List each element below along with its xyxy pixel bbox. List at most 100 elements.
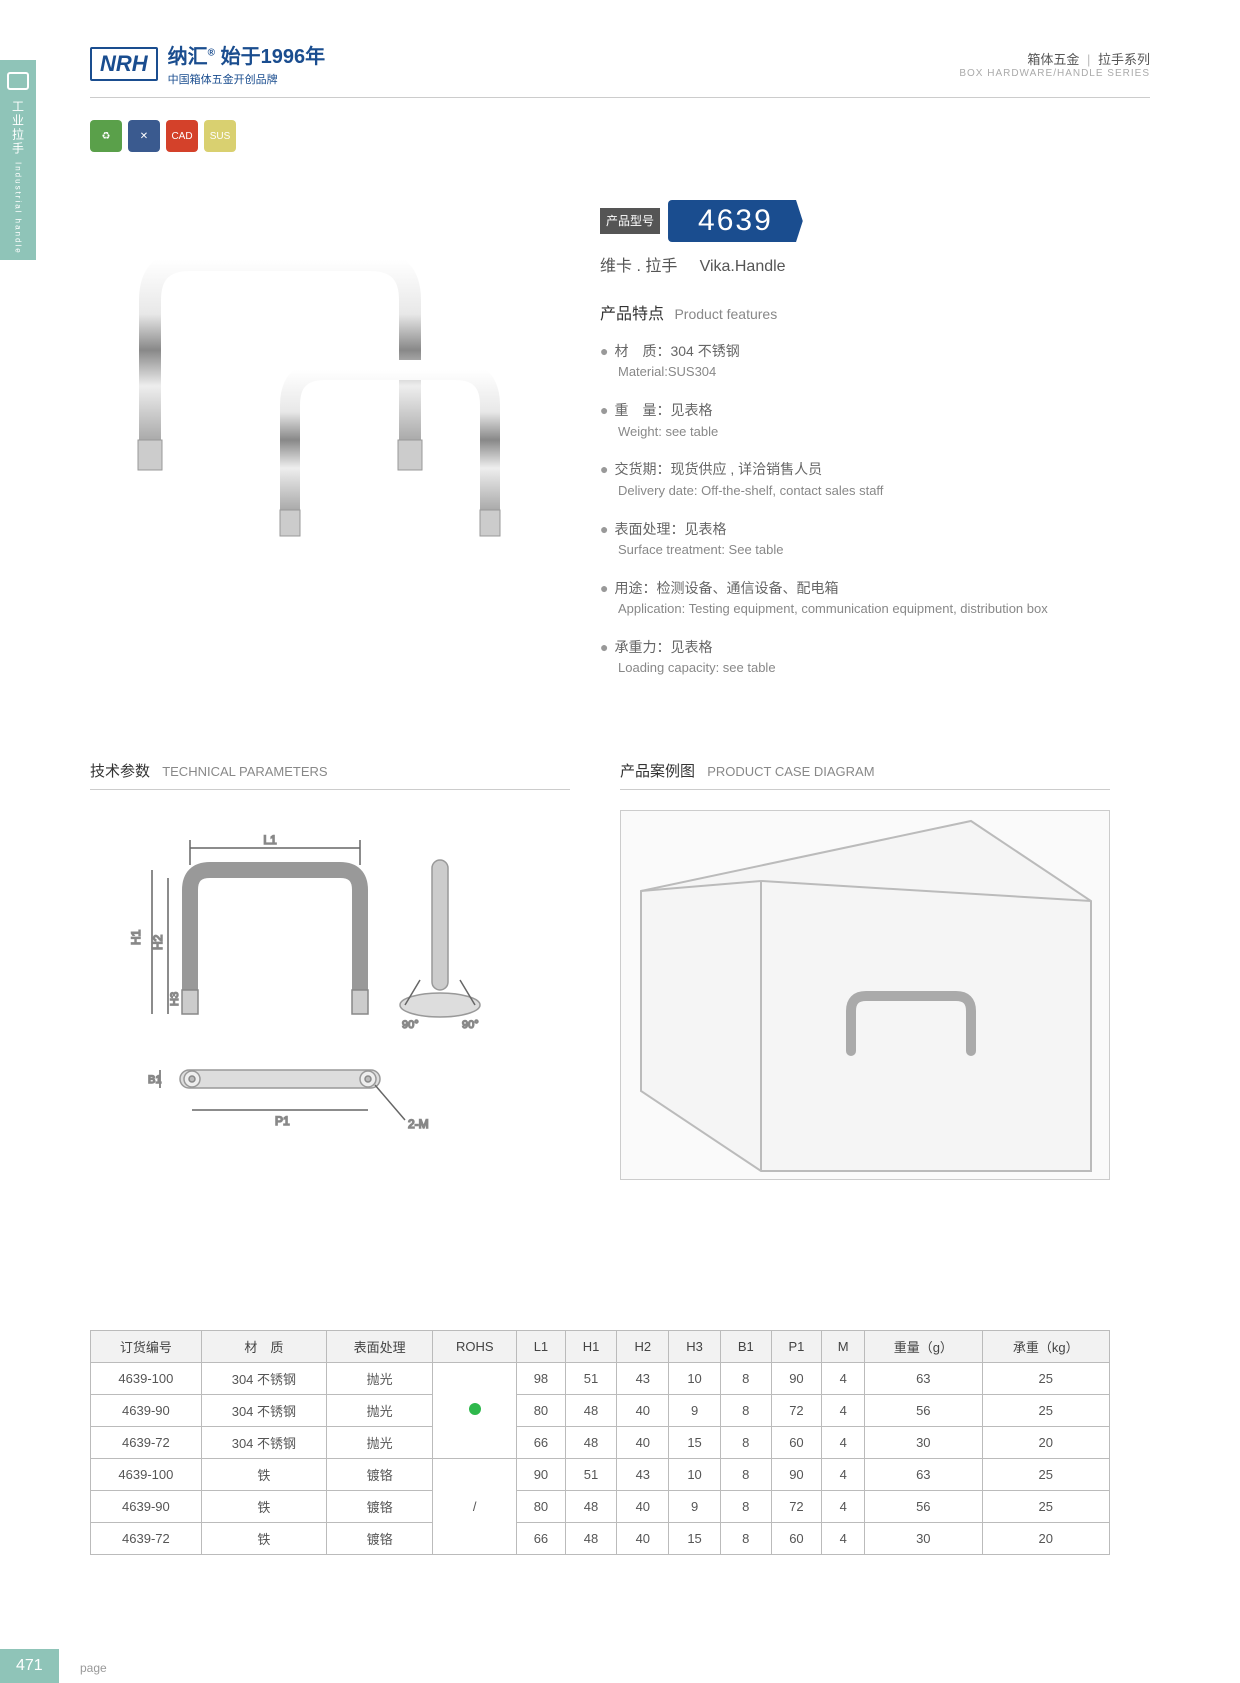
table-cell: 60 <box>771 1427 822 1459</box>
model-name-cn: 维卡 . 拉手 <box>600 258 677 275</box>
case-title-cn: 产品案例图 <box>620 763 695 780</box>
table-cell: 镀铬 <box>326 1459 432 1491</box>
svg-text:H3: H3 <box>169 992 181 1006</box>
table-cell: 80 <box>517 1491 565 1523</box>
case-title-en: PRODUCT CASE DIAGRAM <box>707 764 874 779</box>
features-title: 产品特点 Product features <box>600 300 1100 324</box>
case-title: 产品案例图 PRODUCT CASE DIAGRAM <box>620 760 1110 790</box>
page-label: page <box>80 1661 107 1675</box>
table-row: 4639-100304 不锈钢抛光9851431089046325 <box>91 1363 1110 1395</box>
table-cell: 4639-90 <box>91 1395 202 1427</box>
table-cell: 66 <box>517 1523 565 1555</box>
table-cell: 51 <box>565 1363 617 1395</box>
brand-name: 纳汇 <box>168 46 208 68</box>
feature-item: ●承重力：见表格Loading capacity: see table <box>600 636 1100 679</box>
rohs-cell: / <box>433 1459 517 1555</box>
icon-eco: ♻ <box>90 120 122 152</box>
features-title-cn: 产品特点 <box>600 306 664 323</box>
table-cell: 25 <box>982 1459 1110 1491</box>
table-cell: 4639-100 <box>91 1459 202 1491</box>
logo-block: NRH 纳汇® 始于1996年 中国箱体五金开创品牌 <box>90 40 325 87</box>
table-row: 4639-72304 不锈钢抛光6648401586043020 <box>91 1427 1110 1459</box>
table-cell: 20 <box>982 1427 1110 1459</box>
table-cell: 4639-72 <box>91 1427 202 1459</box>
table-cell: 8 <box>720 1459 771 1491</box>
table-cell: 4 <box>822 1395 865 1427</box>
table-cell: 铁 <box>201 1459 326 1491</box>
icon-sus: SUS <box>204 120 236 152</box>
table-cell: 56 <box>865 1491 982 1523</box>
category-sep: | <box>1087 52 1090 67</box>
header-category: 箱体五金 | 拉手系列 BOX HARDWARE/HANDLE SERIES <box>959 49 1150 79</box>
table-cell: 铁 <box>201 1523 326 1555</box>
table-cell: 4 <box>822 1491 865 1523</box>
feature-item: ●材 质：304 不锈钢Material:SUS304 <box>600 340 1100 383</box>
feature-item: ●交货期：现货供应 , 详洽销售人员Delivery date: Off-the… <box>600 458 1100 501</box>
table-cell: 25 <box>982 1363 1110 1395</box>
rohs-dot-icon <box>469 1403 481 1415</box>
table-header: 表面处理 <box>326 1331 432 1363</box>
svg-text:2-M: 2-M <box>408 1117 429 1131</box>
table-cell: 48 <box>565 1491 617 1523</box>
table-cell: 60 <box>771 1523 822 1555</box>
svg-text:L1: L1 <box>263 833 277 847</box>
table-header: H3 <box>669 1331 721 1363</box>
table-cell: 8 <box>720 1523 771 1555</box>
table-cell: 抛光 <box>326 1363 432 1395</box>
case-diagram <box>620 810 1110 1180</box>
table-header: H2 <box>617 1331 669 1363</box>
side-tab-icon <box>7 72 29 90</box>
table-header: L1 <box>517 1331 565 1363</box>
svg-text:P1: P1 <box>275 1114 290 1128</box>
table-cell: 4639-90 <box>91 1491 202 1523</box>
table-cell: 4 <box>822 1523 865 1555</box>
table-cell: 15 <box>669 1427 721 1459</box>
table-cell: 304 不锈钢 <box>201 1395 326 1427</box>
side-tab-text-en: Industrial handle <box>14 162 23 255</box>
tech-diagram: L1 H1 H2 H3 90° 90° <box>90 820 570 1165</box>
logo-mark: NRH <box>90 47 158 81</box>
table-header: 重量（g） <box>865 1331 982 1363</box>
reg-mark: ® <box>208 47 215 58</box>
brand-since: 始于1996年 <box>221 46 326 68</box>
table-cell: 镀铬 <box>326 1491 432 1523</box>
table-cell: 90 <box>517 1459 565 1491</box>
table-cell: 63 <box>865 1363 982 1395</box>
table-cell: 98 <box>517 1363 565 1395</box>
svg-text:90°: 90° <box>402 1019 419 1031</box>
model-block: 产品型号 4639 维卡 . 拉手 Vika.Handle <box>600 200 803 276</box>
spec-table: 订货编号材 质表面处理ROHSL1H1H2H3B1P1M重量（g）承重（kg） … <box>90 1330 1110 1555</box>
table-cell: 20 <box>982 1523 1110 1555</box>
model-label: 产品型号 <box>600 208 660 234</box>
category-en: BOX HARDWARE/HANDLE SERIES <box>959 68 1150 79</box>
table-cell: 8 <box>720 1491 771 1523</box>
category-cn2: 拉手系列 <box>1098 52 1150 67</box>
feature-item: ●用途：检测设备、通信设备、配电箱Application: Testing eq… <box>600 577 1100 620</box>
table-cell: 48 <box>565 1395 617 1427</box>
page-number: 471 <box>0 1649 59 1683</box>
table-cell: 9 <box>669 1491 721 1523</box>
table-header: 承重（kg） <box>982 1331 1110 1363</box>
table-cell: 80 <box>517 1395 565 1427</box>
table-cell: 8 <box>720 1427 771 1459</box>
table-cell: 48 <box>565 1523 617 1555</box>
table-cell: 90 <box>771 1459 822 1491</box>
table-cell: 40 <box>617 1395 669 1427</box>
features-title-en: Product features <box>674 306 777 322</box>
table-cell: 56 <box>865 1395 982 1427</box>
svg-text:H1: H1 <box>129 929 143 945</box>
side-tab: 工业拉手 Industrial handle <box>0 60 36 260</box>
table-cell: 30 <box>865 1427 982 1459</box>
table-cell: 9 <box>669 1395 721 1427</box>
page-header: NRH 纳汇® 始于1996年 中国箱体五金开创品牌 箱体五金 | 拉手系列 B… <box>90 40 1150 98</box>
table-cell: 4 <box>822 1427 865 1459</box>
feature-icon-row: ♻ ✕ CAD SUS <box>90 120 236 152</box>
table-cell: 抛光 <box>326 1427 432 1459</box>
table-cell: 40 <box>617 1523 669 1555</box>
rohs-cell <box>433 1363 517 1459</box>
table-cell: 8 <box>720 1395 771 1427</box>
table-cell: 43 <box>617 1363 669 1395</box>
svg-text:B1: B1 <box>148 1074 161 1086</box>
table-cell: 8 <box>720 1363 771 1395</box>
case-section: 产品案例图 PRODUCT CASE DIAGRAM <box>620 760 1110 1180</box>
